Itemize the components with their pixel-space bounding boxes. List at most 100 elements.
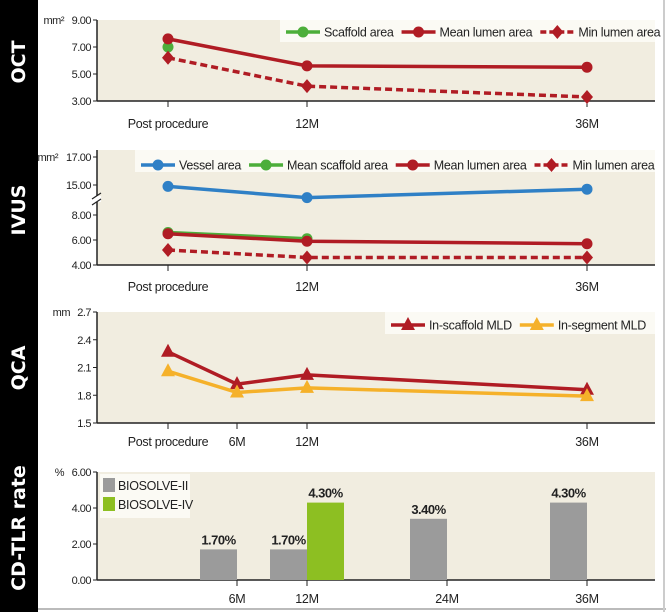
legend: Vessel area Mean scaffold area Mean lumen … (135, 150, 655, 173)
legend-label: Scaffold area (324, 26, 394, 40)
series-mean-lumen-area (162, 228, 593, 250)
y-tick-label: 9.00 (72, 15, 92, 27)
legend-swatch-circle-icon (407, 159, 419, 171)
y-tick-label: 15.00 (66, 180, 91, 192)
legend-item: Min lumen area (534, 158, 655, 173)
x-tick-label: 12M (295, 592, 318, 606)
y-tick-label: 4.00 (72, 503, 92, 515)
x-tick-label: Post procedure (128, 117, 209, 131)
x-tick-label: 36M (575, 435, 598, 449)
series-in-segment-mld (161, 363, 594, 402)
x-tick-label: 6M (229, 592, 246, 606)
legend-label: Mean lumen area (434, 159, 527, 173)
data-point (230, 376, 244, 390)
data-point (581, 61, 593, 73)
data-point (581, 238, 593, 250)
y-tick-label: 3.00 (72, 96, 92, 108)
data-point (162, 228, 174, 240)
series-line (167, 350, 588, 392)
y-tick-label: 6.00 (72, 235, 92, 247)
data-point (581, 250, 593, 265)
legend-item: Min lumen area (540, 25, 661, 40)
axis-break-gap (93, 196, 101, 202)
legend-label: BIOSOLVE-IV (118, 498, 194, 512)
bar (410, 518, 447, 580)
bar (307, 502, 344, 580)
series-vessel-area (162, 180, 593, 204)
x-tick-label: 6M (229, 435, 246, 449)
series-biosolve-iv: 4.30% (307, 486, 344, 580)
series-line (167, 248, 587, 260)
y-tick-label: 2.4 (77, 335, 91, 347)
legend-item: In-scaffold MLD (391, 317, 512, 333)
bar (550, 502, 587, 580)
series-mean-lumen-area (162, 33, 593, 73)
legend-box (280, 20, 655, 42)
x-tick-label: 12M (295, 280, 318, 294)
data-point (230, 384, 244, 398)
data-point (162, 41, 174, 53)
y-tick-label: 0.00 (72, 575, 92, 587)
series-line (167, 369, 588, 398)
x-tick-label: Post procedure (128, 435, 209, 449)
y-unit-label: mm (53, 307, 71, 319)
chart-ivus: 4.00 6.00 8.00 15.00 17.00 mm² Post procedure 1… (38, 150, 655, 294)
data-point (162, 33, 174, 45)
x-tick-label: 12M (295, 435, 318, 449)
axis-break-mark (91, 192, 102, 206)
legend-item: In-segment MLD (519, 317, 647, 333)
legend-swatch (103, 478, 115, 492)
legend: BIOSOLVE-II BIOSOLVE-IV (100, 474, 194, 518)
legend-item: Mean lumen area (401, 26, 533, 40)
legend-label: Mean lumen area (440, 26, 533, 40)
panel-label-strip (0, 0, 38, 612)
legend-label: In-segment MLD (558, 319, 646, 333)
legend-label: In-scaffold MLD (429, 319, 512, 333)
data-point (580, 388, 594, 402)
y-tick-label: 7.00 (72, 42, 92, 54)
data-point (162, 180, 174, 192)
data-point (581, 89, 593, 104)
x-tick-label: 12M (295, 117, 318, 131)
legend-swatch (103, 497, 115, 511)
legend-item: Vessel area (141, 159, 242, 173)
chart-cdtlr: 0.00 2.00 4.00 6.00% 6M 12M 24M 36M 1.70% 1.70% 3.… (55, 467, 655, 606)
y-unit-label: mm² (38, 152, 59, 164)
series-in-scaffold-mld (161, 343, 594, 395)
y-tick-label: 17.00 (66, 152, 91, 164)
y-tick-label: 2.1 (77, 363, 91, 375)
data-point (301, 60, 313, 72)
legend-label: Vessel area (179, 159, 241, 173)
legend: Scaffold area Mean lumen area Min lumen ar… (280, 20, 661, 42)
data-point (301, 79, 313, 94)
series-scaffold-area (162, 41, 174, 53)
y-tick-label: 5.00 (72, 69, 92, 81)
series-min-lumen-area (162, 50, 593, 104)
y-tick-label: 4.00 (72, 260, 92, 272)
data-point (161, 363, 175, 377)
y-tick-label: 2.00 (72, 539, 92, 551)
x-tick-label: 24M (435, 592, 458, 606)
legend-item: Mean scaffold area (249, 159, 388, 173)
y-tick-label: 2.7 (77, 307, 91, 319)
y-tick-label: 1.8 (77, 390, 91, 402)
legend-swatch-triangle-icon (529, 317, 544, 330)
y-tick-label: 8.00 (72, 210, 92, 222)
y-unit-label: % (55, 467, 65, 479)
legend-swatch-circle-icon (413, 26, 425, 38)
chart-qca: 1.5 1.8 2.1 2.4 2.7 mm Post procedure 6M 12M 36M I… (53, 307, 655, 449)
series-line (167, 56, 588, 99)
series-min-lumen-area (162, 243, 593, 265)
legend-swatch-circle-icon (297, 26, 309, 38)
y-unit-label: mm² (44, 15, 65, 27)
bar-data-label: 4.30% (308, 486, 343, 501)
bar-data-label: 1.70% (271, 532, 306, 547)
data-point (301, 235, 313, 247)
legend-label: Min lumen area (578, 26, 660, 40)
legend-swatch-triangle-icon (401, 317, 415, 330)
bar-data-label: 1.70% (201, 532, 236, 547)
x-tick-label: Post procedure (128, 280, 209, 294)
legend-swatch-circle-icon (152, 159, 164, 171)
y-tick-label: 1.5 (77, 418, 91, 430)
